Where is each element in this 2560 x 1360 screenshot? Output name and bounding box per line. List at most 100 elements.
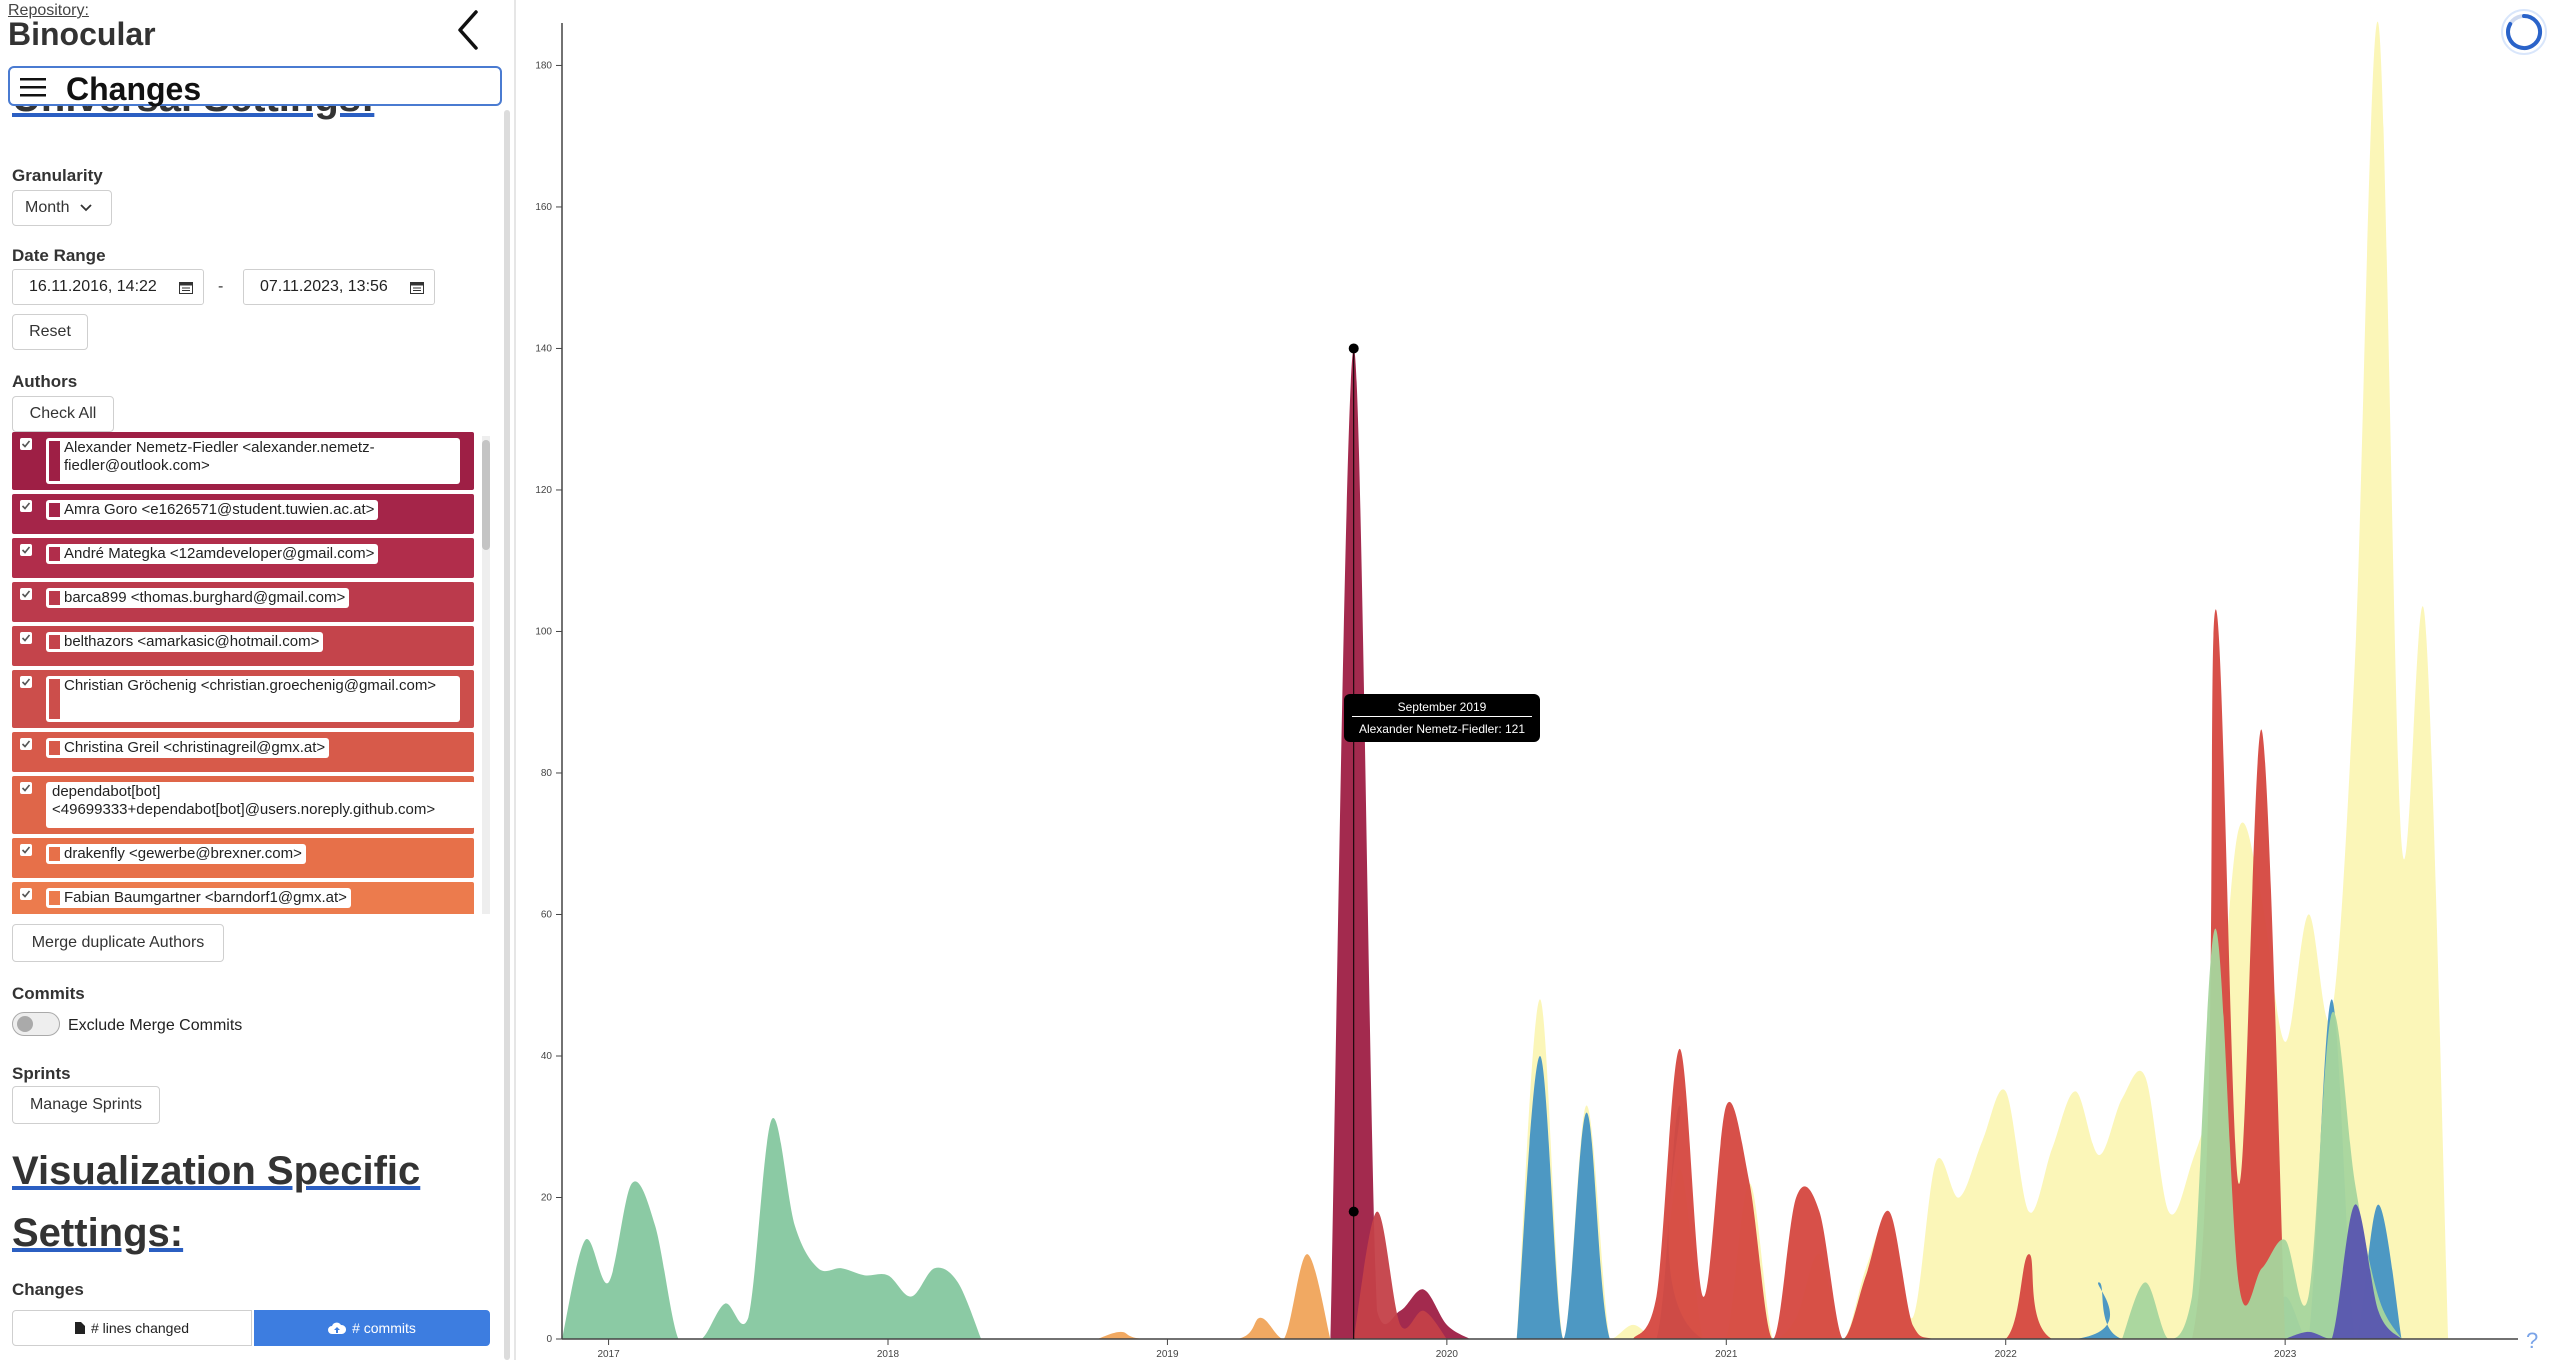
author-color-swatch	[49, 847, 60, 861]
author-item[interactable]: André Mategka <12amdeveloper@gmail.com>	[12, 538, 474, 578]
changes-mode-toggle: # lines changed # commits	[12, 1310, 490, 1346]
author-checkbox[interactable]	[20, 500, 32, 512]
author-item[interactable]: Amra Goro <e1626571@student.tuwien.ac.at…	[12, 494, 474, 534]
granularity-value: Month	[25, 199, 70, 216]
series-area[interactable]	[1516, 21, 2449, 1339]
lines-changed-option[interactable]: # lines changed	[12, 1310, 252, 1346]
calendar-icon[interactable]	[410, 281, 424, 294]
author-name: André Mategka <12amdeveloper@gmail.com>	[64, 545, 375, 562]
author-checkbox[interactable]	[20, 738, 32, 750]
y-tick-label: 40	[541, 1051, 553, 1062]
author-item[interactable]: Fabian Baumgartner <barndorf1@gmx.at>	[12, 882, 474, 914]
authors-list: Alexander Nemetz-Fiedler <alexander.neme…	[12, 432, 490, 914]
y-tick-label: 160	[535, 202, 552, 213]
author-name: Fabian Baumgartner <barndorf1@gmx.at>	[64, 889, 347, 906]
author-color-swatch	[49, 547, 60, 561]
series-area[interactable]	[2285, 1204, 2402, 1339]
author-name-box: drakenfly <gewerbe@brexner.com>	[46, 844, 306, 864]
author-item[interactable]: Christina Greil <christinagreil@gmx.at>	[12, 732, 474, 772]
x-tick-label: 2018	[877, 1349, 900, 1360]
author-item[interactable]: Alexander Nemetz-Fiedler <alexander.neme…	[12, 432, 474, 490]
commits-label: Commits	[12, 984, 85, 1003]
author-color-swatch	[49, 679, 60, 719]
authors-scrollbar-track[interactable]	[482, 436, 490, 914]
x-tick-label: 2019	[1156, 1349, 1179, 1360]
chart-areas	[562, 21, 2449, 1339]
series-area[interactable]	[1097, 1254, 1331, 1339]
sprints-label: Sprints	[12, 1064, 71, 1083]
series-area[interactable]	[1353, 1211, 1447, 1339]
date-to-input[interactable]: 07.11.2023, 13:56	[243, 269, 435, 305]
author-name-box: Christina Greil <christinagreil@gmx.at>	[46, 738, 330, 758]
author-name: drakenfly <gewerbe@brexner.com>	[64, 845, 302, 862]
author-color-swatch	[49, 591, 60, 605]
checkmark-icon	[21, 678, 31, 686]
checkmark-icon	[21, 590, 31, 598]
checkmark-icon	[21, 784, 31, 792]
checkmark-icon	[21, 846, 31, 854]
repository-label: Repository:	[8, 2, 89, 19]
manage-sprints-button[interactable]: Manage Sprints	[12, 1086, 160, 1124]
exclude-merge-commits-toggle[interactable]	[12, 1012, 60, 1036]
author-item[interactable]: Christian Gröchenig <christian.groecheni…	[12, 670, 474, 728]
author-name: Alexander Nemetz-Fiedler <alexander.neme…	[64, 439, 375, 474]
granularity-select[interactable]: Month	[12, 190, 112, 226]
author-checkbox[interactable]	[20, 676, 32, 688]
collapse-sidebar-button[interactable]	[448, 4, 488, 56]
file-icon	[74, 1322, 85, 1334]
author-name: belthazors <amarkasic@hotmail.com>	[64, 633, 320, 650]
x-tick-label: 2022	[1995, 1349, 2018, 1360]
author-checkbox[interactable]	[20, 438, 32, 450]
commits-option[interactable]: # commits	[254, 1310, 490, 1346]
authors-scrollbar-thumb[interactable]	[482, 440, 490, 550]
date-separator: -	[218, 278, 224, 295]
checkmark-icon	[21, 634, 31, 642]
changes-stream-chart[interactable]: 0 20 40 60 80 100 120 140 160 180 2017 2018 2019 2020…	[520, 0, 2560, 1360]
author-checkbox[interactable]	[20, 588, 32, 600]
author-name-box: Amra Goro <e1626571@student.tuwien.ac.at…	[46, 500, 379, 520]
author-checkbox[interactable]	[20, 544, 32, 556]
author-color-swatch	[49, 441, 60, 481]
author-checkbox[interactable]	[20, 844, 32, 856]
author-item[interactable]: drakenfly <gewerbe@brexner.com>	[12, 838, 474, 878]
repository-name: Binocular	[8, 16, 156, 52]
date-range-label: Date Range	[12, 246, 106, 265]
help-button[interactable]: ?	[2526, 1328, 2539, 1353]
author-name-box: belthazors <amarkasic@hotmail.com>	[46, 632, 324, 652]
page-title: Changes	[66, 71, 202, 107]
sidebar-scrollbar[interactable]	[504, 110, 510, 1360]
author-name-box: André Mategka <12amdeveloper@gmail.com>	[46, 544, 379, 564]
checkmark-icon	[21, 440, 31, 448]
check-all-button[interactable]: Check All	[12, 396, 114, 432]
author-checkbox[interactable]	[20, 782, 32, 794]
series-area[interactable]	[562, 1118, 982, 1339]
chart-tooltip: September 2019 Alexander Nemetz-Fiedler:…	[1344, 694, 1540, 742]
visualization-selector[interactable]: Changes	[8, 66, 502, 107]
author-name-box: barca899 <thomas.burghard@gmail.com>	[46, 588, 350, 608]
tooltip-entry: Alexander Nemetz-Fiedler: 121	[1358, 722, 1526, 736]
series-area[interactable]	[2122, 928, 2402, 1339]
author-item[interactable]: dependabot[bot] <49699333+dependabot[bot…	[12, 776, 476, 834]
author-name: Amra Goro <e1626571@student.tuwien.ac.at…	[64, 501, 375, 518]
author-checkbox[interactable]	[20, 632, 32, 644]
chart-axes: 0 20 40 60 80 100 120 140 160 180 2017 2018 2019 2020…	[535, 23, 2518, 1360]
chevron-left-icon	[458, 10, 478, 50]
date-from-input[interactable]: 16.11.2016, 14:22	[12, 269, 204, 305]
reset-date-button[interactable]: Reset	[12, 314, 88, 350]
author-color-swatch	[49, 503, 60, 517]
y-tick-label: 60	[541, 909, 553, 920]
author-name: barca899 <thomas.burghard@gmail.com>	[64, 589, 346, 606]
merge-duplicate-authors-button[interactable]: Merge duplicate Authors	[12, 924, 224, 962]
hover-point	[1348, 1206, 1359, 1217]
hamburger-menu-icon[interactable]	[20, 76, 48, 98]
author-item[interactable]: belthazors <amarkasic@hotmail.com>	[12, 626, 474, 666]
series-area[interactable]	[1330, 348, 1471, 1339]
loading-spinner-icon[interactable]	[2500, 8, 2548, 56]
y-tick-label: 100	[535, 626, 552, 637]
author-name-box: Christian Gröchenig <christian.groecheni…	[46, 676, 460, 722]
exclude-merge-commits-label: Exclude Merge Commits	[68, 1017, 243, 1034]
author-item[interactable]: barca899 <thomas.burghard@gmail.com>	[12, 582, 474, 622]
calendar-icon[interactable]	[179, 281, 193, 294]
author-checkbox[interactable]	[20, 888, 32, 900]
settings-sidebar: Repository: Binocular Universal Settings…	[0, 0, 516, 1360]
